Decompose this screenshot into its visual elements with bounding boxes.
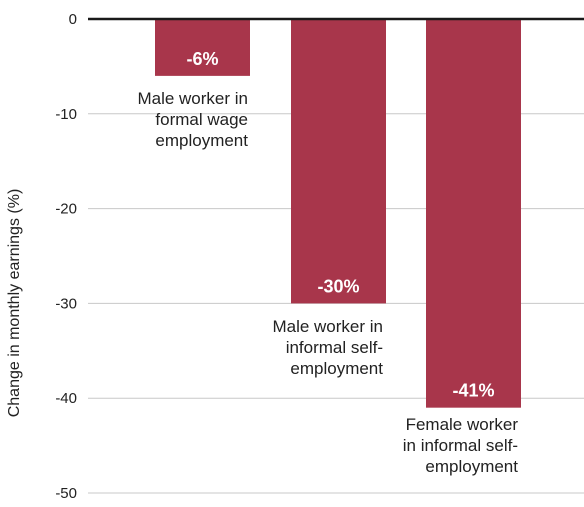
category-label-3: Female worker in informal self-employment: [403, 415, 519, 476]
data-labels: -6% -30% -41%: [186, 49, 494, 401]
y-axis-ticks: 0 -10 -20 -30 -40 -50: [55, 11, 77, 502]
y-tick-label--30: -30: [55, 295, 77, 312]
category-labels: Male worker in formal wage employment Male …: [137, 89, 518, 476]
y-tick-label-0: 0: [69, 11, 77, 28]
data-label-2: -30%: [317, 276, 359, 296]
bars: [155, 19, 521, 408]
y-axis-title: Change in monthly earnings (%): [6, 189, 23, 418]
category-label-1: Male worker in formal wage employment: [137, 89, 248, 150]
category-label-2: Male worker in informal self-employment: [272, 317, 383, 378]
y-tick-label--20: -20: [55, 201, 77, 218]
data-label-1: -6%: [186, 49, 218, 69]
data-label-3: -41%: [452, 381, 494, 401]
bar-3: [426, 19, 521, 408]
y-tick-label--10: -10: [55, 106, 77, 123]
bar-2: [291, 19, 386, 304]
y-tick-label--40: -40: [55, 390, 77, 407]
bar-1: [155, 19, 250, 76]
y-tick-label--50: -50: [55, 485, 77, 502]
